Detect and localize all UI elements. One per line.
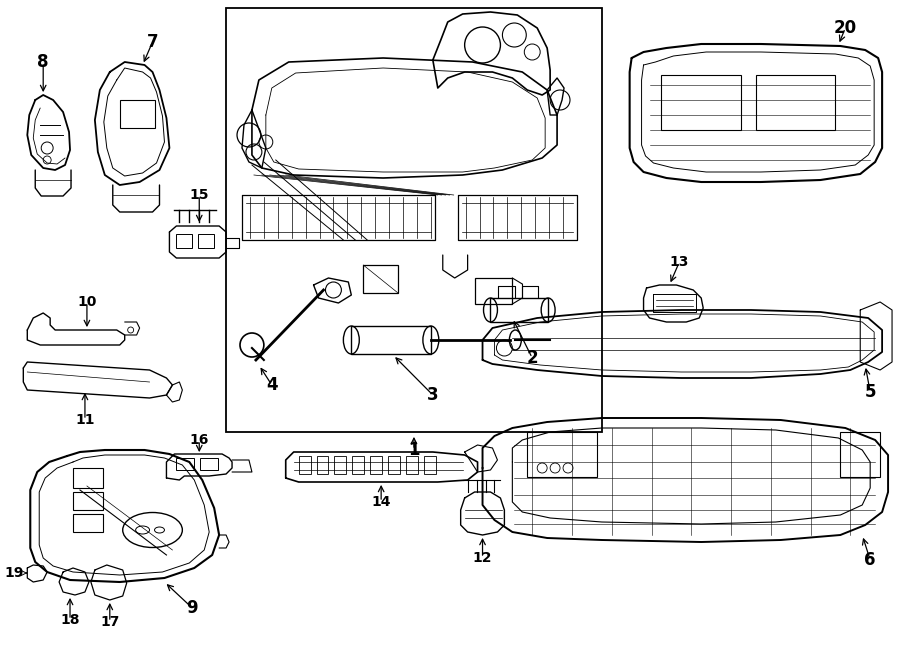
Bar — [73, 492, 103, 510]
Bar — [352, 456, 365, 474]
Bar — [388, 456, 400, 474]
Text: 8: 8 — [38, 53, 49, 71]
Text: 15: 15 — [190, 188, 209, 202]
Text: 11: 11 — [76, 413, 94, 427]
Bar — [198, 234, 214, 248]
Bar — [120, 100, 155, 128]
Bar — [73, 468, 103, 488]
Text: 10: 10 — [77, 295, 96, 309]
Text: 19: 19 — [4, 566, 23, 580]
Text: 14: 14 — [372, 495, 391, 509]
Bar — [317, 456, 328, 474]
Bar — [424, 456, 436, 474]
Bar — [351, 326, 431, 354]
Text: 12: 12 — [472, 551, 492, 565]
Bar — [491, 298, 548, 322]
Text: 7: 7 — [147, 33, 158, 51]
Bar — [756, 75, 835, 130]
Bar — [176, 458, 194, 470]
Text: 3: 3 — [427, 386, 438, 404]
Text: 2: 2 — [526, 349, 538, 367]
Bar — [200, 458, 218, 470]
Text: 16: 16 — [190, 433, 209, 447]
Bar — [527, 432, 597, 477]
Text: 18: 18 — [60, 613, 80, 627]
Text: 13: 13 — [670, 255, 689, 269]
Bar — [364, 265, 398, 293]
Bar — [176, 234, 193, 248]
Text: 17: 17 — [100, 615, 120, 629]
Text: 20: 20 — [833, 19, 857, 37]
Text: 6: 6 — [864, 551, 876, 569]
Bar — [335, 456, 346, 474]
Bar — [406, 456, 418, 474]
Text: 1: 1 — [409, 441, 419, 459]
Bar — [474, 278, 512, 304]
Text: 4: 4 — [266, 376, 277, 394]
Bar — [73, 514, 103, 532]
Text: 9: 9 — [186, 599, 198, 617]
Bar — [662, 75, 741, 130]
Text: 5: 5 — [864, 383, 876, 401]
Bar — [226, 8, 602, 432]
Bar — [370, 456, 382, 474]
Bar — [299, 456, 310, 474]
Bar — [841, 432, 880, 477]
